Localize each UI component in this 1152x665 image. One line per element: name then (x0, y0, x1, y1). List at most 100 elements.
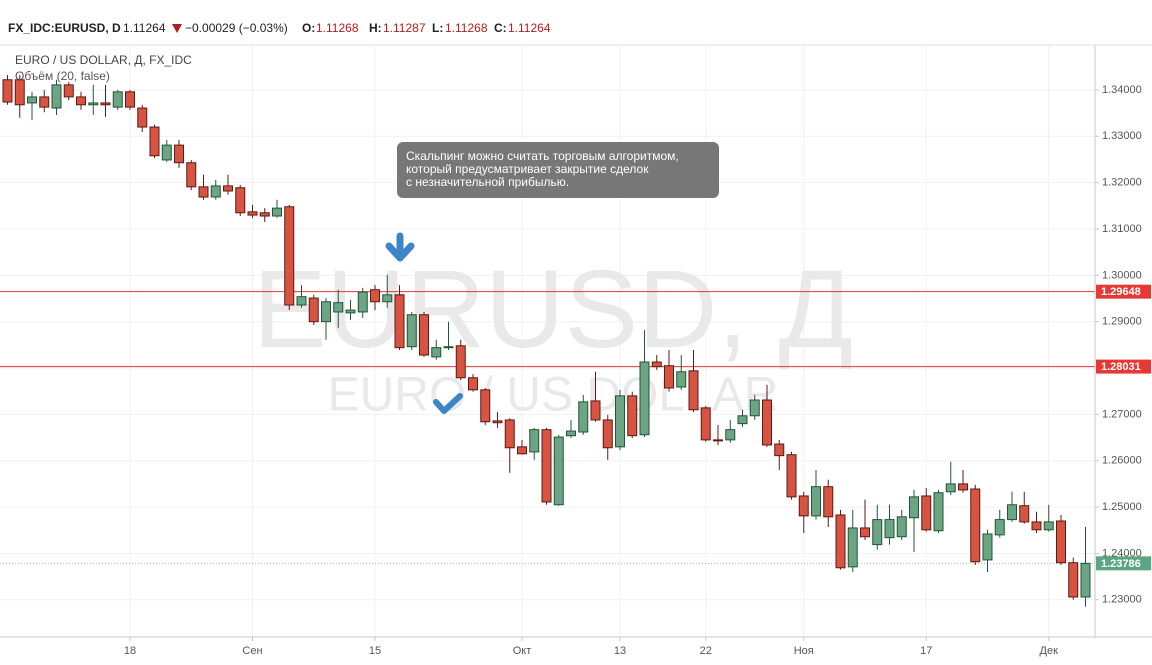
header: FX_IDC:EURUSD, D 1.11264 −0.00029 (−0.03… (8, 21, 551, 35)
price-tag-label: 1.28031 (1101, 361, 1141, 373)
candle-body (198, 186, 209, 198)
candle-body (921, 495, 932, 531)
candle-body (125, 91, 135, 108)
ohlc-value: 1.11287 (383, 21, 426, 35)
candle-body (382, 294, 393, 303)
candle-body (174, 144, 184, 164)
candle-body (860, 527, 870, 538)
candle-body (602, 419, 613, 449)
candle-body (480, 389, 491, 423)
annotation-line: который предусматривает закрытие сделок (406, 162, 649, 176)
watermark-title: EURUSD, Д (253, 248, 853, 371)
candle-body (884, 519, 895, 539)
candle-body (296, 296, 307, 306)
watermark-subtitle: EURO / US DOLLAR (328, 369, 779, 422)
y-tick-label: 1.30000 (1102, 269, 1142, 281)
candle-body (553, 436, 564, 506)
candle-body (700, 407, 711, 441)
candle-body (1068, 562, 1079, 598)
candle-body (1031, 521, 1042, 531)
candle-body (749, 399, 760, 417)
price-tag (1096, 556, 1151, 571)
candle-body (651, 361, 662, 368)
y-tick-label: 1.34000 (1102, 84, 1142, 96)
x-tick-label: 17 (920, 645, 932, 657)
candle-body (994, 519, 1005, 536)
y-tick-label: 1.24000 (1102, 547, 1142, 559)
candle-body (688, 370, 699, 411)
y-tick-label: 1.25000 (1102, 501, 1142, 513)
x-tick-label: 18 (124, 645, 136, 657)
candle-body (468, 377, 478, 391)
candle-body (982, 533, 993, 561)
candle-body (272, 207, 282, 217)
y-tick-label: 1.33000 (1102, 130, 1142, 142)
candle-body (774, 443, 785, 457)
candle-body (590, 400, 601, 421)
y-tick-label: 1.23000 (1102, 594, 1142, 606)
legend-volume[interactable]: Объём (20, false) (15, 69, 110, 83)
candle-body (1007, 504, 1017, 521)
candle-body (27, 96, 37, 104)
x-tick-label: 22 (700, 645, 712, 657)
candle-body (333, 302, 344, 313)
candle-body (112, 91, 123, 108)
x-tick-label: 15 (369, 645, 381, 657)
ohlc-label: H: (369, 21, 382, 35)
candle-body (1043, 521, 1054, 531)
candle-body (247, 211, 258, 216)
last-price: 1.11264 (123, 21, 166, 35)
candle-body (517, 446, 527, 455)
ohlc-label: O: (302, 21, 315, 35)
candle-body (725, 429, 736, 441)
candle-body (63, 84, 74, 98)
annotation-line: с незначительной прибылью. (406, 175, 569, 189)
price-tag-label: 1.29648 (1101, 286, 1141, 298)
annotation-box (397, 142, 719, 198)
candle-body (664, 365, 674, 389)
candle-body (431, 347, 442, 358)
ohlc-label: C: (494, 21, 507, 35)
candle-body (945, 483, 956, 493)
ohlc-value: 1.11268 (316, 21, 359, 35)
candle-body (284, 206, 295, 306)
candle-body (345, 309, 356, 314)
x-tick-label: Дек (1040, 645, 1059, 657)
legend-symbol[interactable]: EURO / US DOLLAR, Д, FX_IDC (15, 53, 192, 67)
candle-body (896, 516, 907, 538)
candle-body (627, 395, 638, 437)
x-tick-label: Ноя (794, 645, 814, 657)
candle-body (39, 96, 50, 108)
down-triangle (172, 24, 182, 33)
candle-body (872, 519, 883, 546)
candle-body (909, 496, 919, 519)
candle-body (578, 401, 589, 433)
candle-body (186, 162, 197, 188)
annotation: Скальпинг можно считать торговым алгорит… (397, 142, 719, 198)
candle-body (308, 297, 319, 323)
candle-body (958, 483, 968, 491)
price-tag (1096, 359, 1151, 374)
candle-body (419, 314, 429, 356)
candle-body (492, 420, 503, 424)
y-tick-label: 1.32000 (1102, 177, 1142, 189)
y-tick-label: 1.26000 (1102, 455, 1142, 467)
candle-body (51, 84, 62, 109)
candle-body (100, 102, 111, 106)
candle-body (370, 289, 380, 303)
x-tick-label: Сен (242, 645, 262, 657)
candle-body (455, 345, 466, 379)
ohlc-label: L: (432, 21, 443, 35)
y-tick-label: 1.31000 (1102, 223, 1142, 235)
candle-body (566, 430, 576, 437)
candle-body (1019, 505, 1030, 523)
x-tick-label: 13 (614, 645, 626, 657)
candle-body (259, 212, 270, 217)
candle-body (406, 314, 417, 348)
candle-body (737, 415, 748, 425)
candle-body (394, 294, 405, 349)
ohlc-value: 1.11264 (508, 21, 551, 35)
candle-body (762, 399, 772, 446)
